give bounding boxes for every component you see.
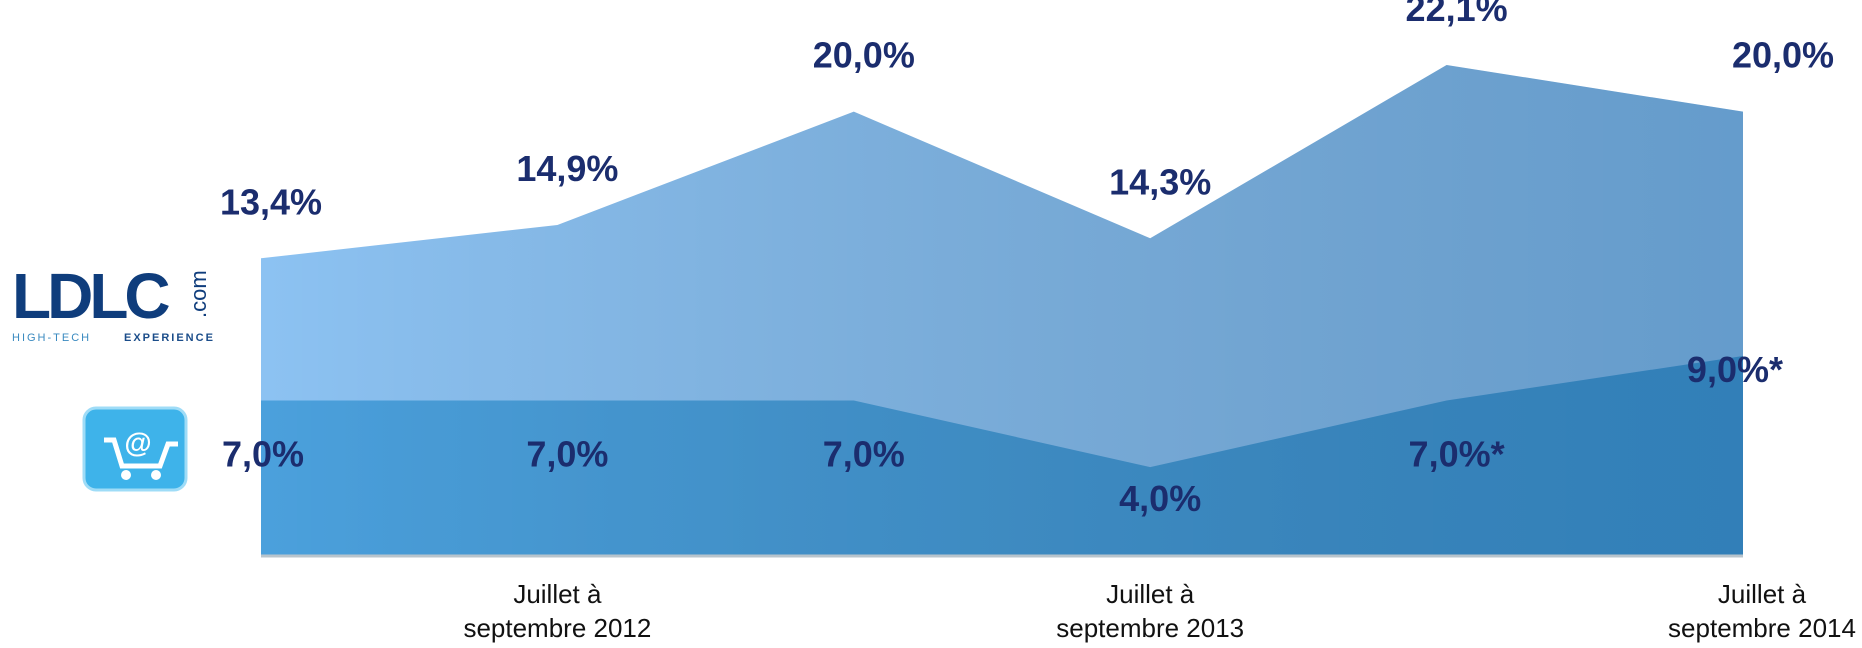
x-tick-label-line: septembre 2013	[1056, 613, 1244, 643]
logo-name: LDLC	[12, 260, 169, 332]
x-tick-label: Juillet à septembre 2012	[463, 579, 651, 643]
x-tick-label-line: Juillet à	[1106, 579, 1195, 609]
value-label: 9,0%*	[1687, 349, 1783, 390]
x-tick-label-line: Juillet à	[513, 579, 602, 609]
x-tick-label-line: Juillet à	[1718, 579, 1807, 609]
value-label: 4,0%	[1119, 478, 1201, 519]
value-label: 14,3%	[1109, 161, 1211, 202]
value-label: 7,0%*	[1409, 433, 1505, 474]
logo: LDLC .com HIGH-TECH EXPERIENCE	[12, 260, 215, 344]
value-label: 20,0%	[1732, 35, 1834, 76]
value-label: 22,1%	[1406, 0, 1508, 29]
logo-tagline: EXPERIENCE	[124, 332, 215, 344]
x-tick-label-line: septembre 2014	[1668, 613, 1856, 643]
logo-tagline: HIGH-TECH	[12, 332, 91, 344]
value-label: 7,0%	[222, 433, 304, 474]
value-label: 7,0%	[823, 433, 905, 474]
svg-text:@: @	[124, 427, 151, 458]
x-tick-label: Juillet à septembre 2014	[1668, 579, 1856, 643]
cart-icon: @	[82, 406, 188, 492]
logo-suffix: .com	[186, 270, 211, 318]
value-label: 7,0%	[526, 433, 608, 474]
value-label: 14,9%	[516, 148, 618, 189]
value-label: 20,0%	[813, 35, 915, 76]
x-tick-label-line: septembre 2012	[463, 613, 651, 643]
area-shade	[261, 356, 1743, 556]
x-tick-label: Juillet à septembre 2013	[1056, 579, 1244, 643]
value-label: 13,4%	[220, 181, 322, 222]
